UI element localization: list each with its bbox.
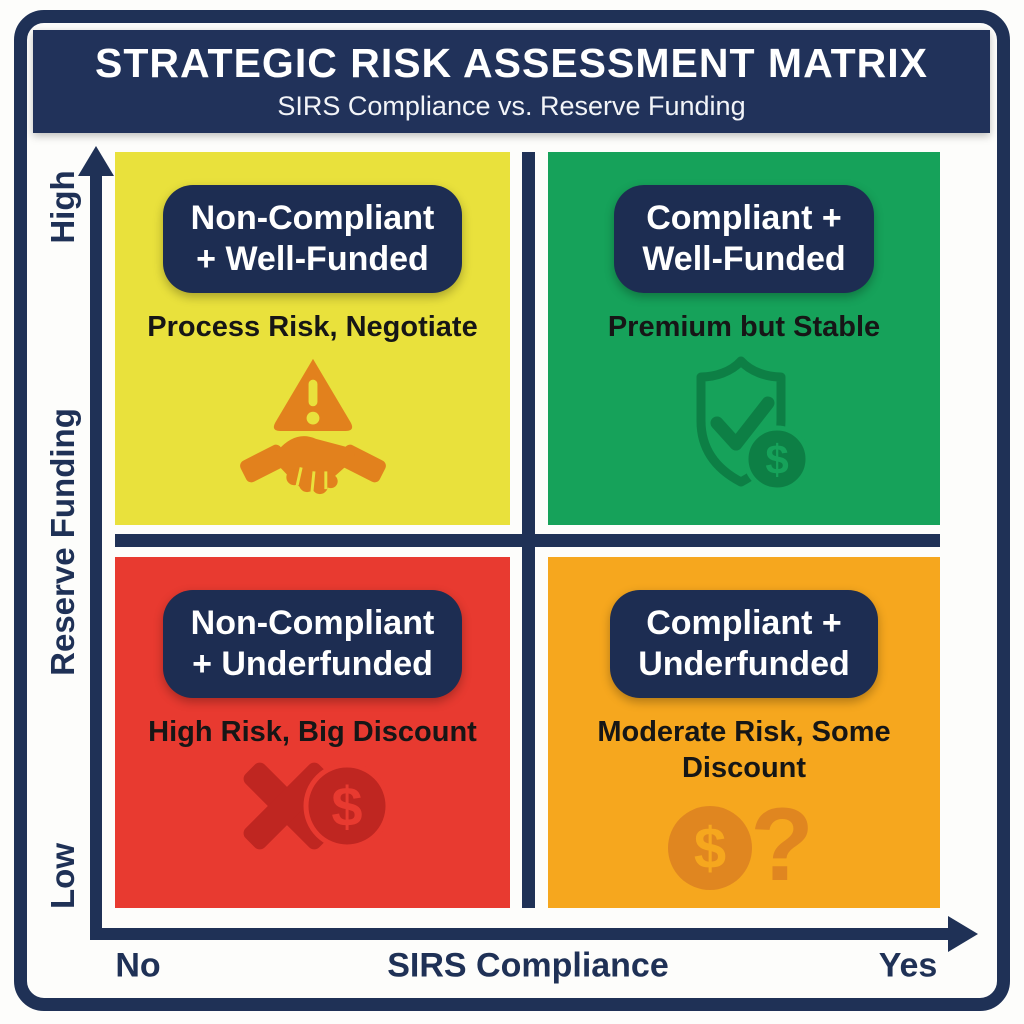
svg-text:$: $ <box>765 436 788 483</box>
quadrant-title-pill: Compliant + Well-Funded <box>614 185 874 293</box>
x-axis-no-label: No <box>115 946 161 985</box>
horizontal-divider-line <box>115 534 940 547</box>
warning-handshake-icon <box>238 353 388 506</box>
x-axis-yes-label: Yes <box>878 946 938 985</box>
quadrant-compliant-well-funded: Compliant + Well-Funded Premium but Stab… <box>548 152 940 525</box>
quadrant-tagline: Premium but Stable <box>607 310 881 343</box>
quadrant-title-line2: Well-Funded <box>642 239 846 278</box>
x-axis-line <box>90 928 952 940</box>
quadrant-non-compliant-well-funded: Non-Compliant + Well-Funded Process Risk… <box>115 152 510 525</box>
quadrant-title-line1: Compliant + <box>646 604 842 642</box>
svg-text:$: $ <box>694 816 726 881</box>
y-axis-arrow-icon <box>78 146 114 176</box>
quadrant-title-pill: Compliant + Underfunded <box>610 590 878 698</box>
x-axis-title: SIRS Compliance <box>387 946 669 985</box>
quadrant-title-line1: Non-Compliant <box>190 604 435 642</box>
outer-frame <box>14 10 1010 1011</box>
quadrant-title-line1: Compliant + <box>646 199 842 237</box>
cross-dollar-icon: $ <box>231 758 395 859</box>
quadrant-title-pill: Non-Compliant + Well-Funded <box>162 185 463 293</box>
page-title: STRATEGIC RISK ASSESSMENT MATRIX <box>94 40 929 86</box>
y-axis-high-label: High <box>44 170 81 244</box>
quadrant-tagline: High Risk, Big Discount <box>148 715 477 748</box>
shield-check-dollar-icon: $ <box>673 353 815 500</box>
y-axis-low-label: Low <box>44 843 81 909</box>
quadrant-title-line1: Non-Compliant <box>190 199 435 237</box>
vertical-divider-line <box>522 152 535 908</box>
quadrant-title-pill: Non-Compliant + Underfunded <box>162 590 463 698</box>
quadrant-title-line2: + Well-Funded <box>196 239 429 278</box>
quadrant-tagline: Moderate Risk, Some Discount <box>597 715 891 784</box>
quadrant-non-compliant-underfunded: Non-Compliant + Underfunded High Risk, B… <box>115 557 510 908</box>
svg-text:$: $ <box>331 775 362 838</box>
quadrant-title-line2: Underfunded <box>638 644 850 683</box>
x-axis-arrow-icon <box>948 916 978 952</box>
quadrant-tagline: Process Risk, Negotiate <box>147 310 478 343</box>
header-banner: STRATEGIC RISK ASSESSMENT MATRIX SIRS Co… <box>33 30 990 133</box>
svg-text:?: ? <box>750 794 814 894</box>
dollar-question-icon: ? $ <box>664 787 824 903</box>
y-axis-line <box>90 170 102 934</box>
page-subtitle: SIRS Compliance vs. Reserve Funding <box>277 91 746 121</box>
quadrant-title-line2: + Underfunded <box>192 644 433 683</box>
y-axis-title: Reserve Funding <box>44 408 81 676</box>
quadrant-compliant-underfunded: Compliant + Underfunded Moderate Risk, S… <box>548 557 940 908</box>
